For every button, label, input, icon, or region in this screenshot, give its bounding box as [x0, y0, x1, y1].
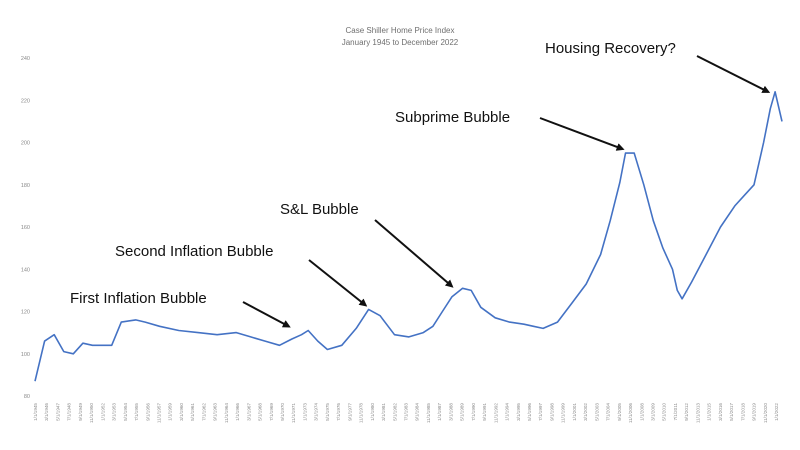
x-tick-label: 7/1/1976	[336, 403, 341, 421]
x-tick-label: 1/1/1945	[33, 403, 38, 421]
x-tick-label: 11/1/1992	[493, 403, 498, 424]
y-axis-ticks: 80 100 120 140 160 180 200 220 240	[21, 56, 30, 400]
y-tick-label: 80	[24, 394, 30, 400]
x-tick-label: 5/1/2003	[594, 403, 599, 421]
x-tick-label: 3/1/1995	[516, 403, 521, 421]
x-tick-label: 9/1/1984	[415, 403, 420, 421]
x-tick-label: 7/1/1990	[471, 403, 476, 421]
annotation-label: Housing Recovery?	[545, 40, 676, 57]
annotation-label: S&L Bubble	[280, 201, 359, 218]
x-tick-label: 11/1/2006	[628, 403, 633, 424]
x-tick-label: 3/1/1946	[44, 403, 49, 421]
x-tick-label: 11/1/1950	[89, 403, 94, 424]
x-tick-label: 1/1/2001	[572, 403, 577, 421]
x-tick-label: 5/1/1947	[56, 403, 61, 421]
x-tick-label: 5/1/1968	[258, 403, 263, 421]
annotation-arrow	[242, 301, 291, 328]
x-tick-label: 9/1/1956	[145, 403, 150, 421]
x-tick-label: 1/1/2022	[774, 403, 779, 421]
x-tick-label: 7/1/2011	[673, 403, 678, 421]
chart-subtitle: January 1945 to December 2022	[342, 38, 459, 47]
x-tick-label: 9/1/1977	[347, 403, 352, 421]
chart-title: Case Shiller Home Price Index	[346, 26, 455, 35]
x-tick-label: 1/1/1994	[505, 403, 510, 421]
x-tick-label: 1/1/1959	[168, 403, 173, 421]
y-tick-label: 120	[21, 310, 30, 316]
x-tick-label: 5/1/1996	[527, 403, 532, 421]
annotation-arrow	[539, 117, 625, 151]
x-tick-label: 9/1/2019	[752, 403, 757, 421]
annotation-arrow	[308, 259, 368, 307]
x-tick-label: 1/1/1973	[303, 403, 308, 421]
x-tick-label: 7/1/2018	[740, 403, 745, 421]
x-tick-label: 11/1/1999	[561, 403, 566, 424]
x-tick-label: 9/1/1963	[213, 403, 218, 421]
x-tick-label: 7/1/1997	[538, 403, 543, 421]
series-line	[34, 91, 783, 382]
x-tick-label: 1/1/1987	[437, 403, 442, 421]
y-tick-label: 100	[21, 352, 30, 358]
x-tick-label: 5/1/1989	[460, 403, 465, 421]
x-tick-label: 11/1/1985	[426, 403, 431, 424]
y-tick-label: 140	[21, 267, 30, 273]
x-tick-label: 5/1/1954	[123, 403, 128, 421]
x-tick-label: 5/1/1961	[190, 403, 195, 421]
x-tick-label: 7/1/1969	[269, 403, 274, 421]
x-tick-label: 5/1/2010	[662, 403, 667, 421]
x-tick-label: 7/1/1948	[67, 403, 72, 421]
x-tick-label: 1/1/2015	[707, 403, 712, 421]
x-tick-label: 3/1/1974	[314, 403, 319, 421]
x-tick-label: 7/1/1955	[134, 403, 139, 421]
x-tick-label: 7/1/1962	[201, 403, 206, 421]
x-tick-label: 3/1/2009	[651, 403, 656, 421]
x-tick-label: 5/1/1975	[325, 403, 330, 421]
x-tick-label: 9/1/1991	[482, 403, 487, 421]
annotation-arrow	[696, 55, 771, 93]
x-tick-label: 1/1/2008	[639, 403, 644, 421]
x-tick-label: 9/1/2012	[684, 403, 689, 421]
x-tick-label: 3/1/1960	[179, 403, 184, 421]
x-tick-label: 3/1/1953	[112, 403, 117, 421]
annotations: First Inflation Bubble Second Inflation B…	[70, 40, 771, 328]
x-tick-label: 11/1/1978	[359, 403, 364, 424]
x-tick-label: 3/1/1988	[448, 403, 453, 421]
x-tick-label: 7/1/1983	[404, 403, 409, 421]
y-tick-label: 180	[21, 183, 30, 189]
x-tick-label: 3/1/1967	[246, 403, 251, 421]
x-tick-label: 5/1/1982	[392, 403, 397, 421]
annotation-label: First Inflation Bubble	[70, 290, 207, 307]
y-tick-label: 240	[21, 56, 30, 62]
x-tick-label: 9/1/1949	[78, 403, 83, 421]
y-tick-label: 160	[21, 225, 30, 231]
annotation-label: Second Inflation Bubble	[115, 243, 273, 260]
x-tick-label: 5/1/2017	[729, 403, 734, 421]
x-tick-label: 3/1/2002	[583, 403, 588, 421]
y-tick-label: 220	[21, 98, 30, 104]
x-tick-label: 1/1/1980	[370, 403, 375, 421]
x-tick-label: 1/1/1952	[100, 403, 105, 421]
x-tick-label: 7/1/2004	[606, 403, 611, 421]
annotation-label: Subprime Bubble	[395, 109, 510, 126]
x-tick-label: 11/1/2013	[695, 403, 700, 424]
x-tick-label: 9/1/2005	[617, 403, 622, 421]
x-tick-label: 11/1/1964	[224, 403, 229, 424]
x-tick-label: 11/1/1971	[291, 403, 296, 424]
x-tick-label: 3/1/2016	[718, 403, 723, 421]
annotation-arrow	[374, 219, 454, 288]
x-tick-label: 3/1/1981	[381, 403, 386, 421]
x-tick-label: 11/1/2020	[763, 403, 768, 424]
x-tick-label: 11/1/1957	[157, 403, 162, 424]
x-tick-label: 9/1/1970	[280, 403, 285, 421]
y-tick-label: 200	[21, 141, 30, 147]
x-tick-label: 9/1/1998	[550, 403, 555, 421]
x-tick-label: 1/1/1966	[235, 403, 240, 421]
x-axis-ticks: 1/1/1945 3/1/1946 5/1/1947 7/1/1948 9/1/1949…	[33, 403, 779, 424]
